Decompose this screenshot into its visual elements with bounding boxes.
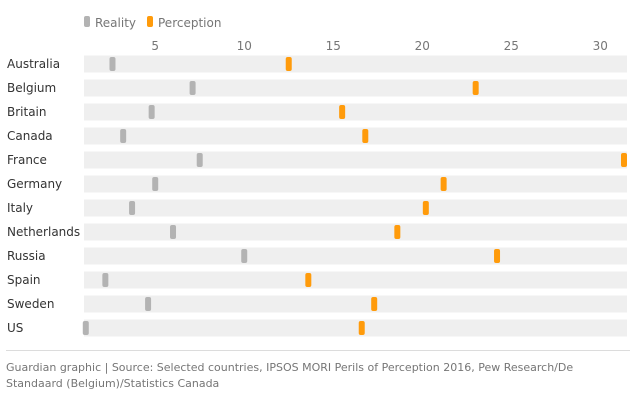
row-background: [84, 103, 627, 121]
dot-plot-chart: Reality Perception 5 10 15 20 25 30 Australia…: [7, 16, 627, 337]
chart-row: US: [7, 319, 627, 337]
country-label: Canada: [7, 129, 53, 143]
reality-marker: [109, 57, 116, 71]
x-tick-label: 5: [151, 39, 159, 53]
reality-marker: [102, 273, 109, 287]
legend-label-reality: Reality: [95, 16, 136, 30]
chart-row: Netherlands: [7, 223, 627, 241]
row-background: [84, 223, 627, 241]
perception-marker: [371, 297, 378, 311]
perception-marker: [472, 81, 479, 95]
legend-label-perception: Perception: [158, 16, 221, 30]
perception-marker: [494, 249, 501, 263]
perception-marker: [621, 153, 627, 167]
chart-row: Russia: [7, 247, 627, 265]
country-label: Germany: [7, 177, 62, 191]
row-background: [84, 175, 627, 193]
row-background: [84, 319, 627, 337]
perception-marker: [362, 129, 369, 143]
perception-marker: [339, 105, 346, 119]
x-tick-label: 20: [415, 39, 430, 53]
row-background: [84, 127, 627, 145]
country-label: Belgium: [7, 81, 56, 95]
x-tick-label: 15: [326, 39, 341, 53]
reality-marker: [152, 177, 159, 191]
chart-row: Britain: [7, 103, 627, 121]
perception-marker: [285, 57, 292, 71]
reality-marker: [241, 249, 248, 263]
reality-marker: [82, 321, 89, 335]
row-background: [84, 151, 627, 169]
reality-marker: [148, 105, 155, 119]
legend-swatch-perception: [147, 16, 153, 27]
row-background: [84, 55, 627, 73]
country-label: France: [7, 153, 47, 167]
country-label: Netherlands: [7, 225, 80, 239]
country-label: Sweden: [7, 297, 54, 311]
chart-row: Belgium: [7, 79, 627, 97]
x-tick-label: 25: [504, 39, 519, 53]
chart-row: Spain: [7, 271, 627, 289]
country-label: Italy: [7, 201, 33, 215]
chart-row: Canada: [7, 127, 627, 145]
chart-row: Germany: [7, 175, 627, 193]
reality-marker: [120, 129, 127, 143]
footer-divider: [6, 350, 630, 351]
perception-marker: [422, 201, 429, 215]
country-label: Russia: [7, 249, 46, 263]
x-tick-label: 30: [593, 39, 608, 53]
perception-marker: [440, 177, 447, 191]
reality-marker: [196, 153, 203, 167]
reality-marker: [189, 81, 196, 95]
country-label: US: [7, 321, 23, 335]
chart-row: France: [7, 151, 627, 169]
legend-swatch-reality: [84, 16, 90, 27]
row-background: [84, 271, 627, 289]
legend: Reality Perception: [84, 16, 221, 30]
perception-marker: [394, 225, 401, 239]
row-background: [84, 79, 627, 97]
row-background: [84, 295, 627, 313]
country-label: Australia: [7, 57, 60, 71]
reality-marker: [145, 297, 152, 311]
chart-row: Sweden: [7, 295, 627, 313]
chart-rows: Australia Belgium Britain Canada France Germa…: [7, 55, 627, 337]
country-label: Britain: [7, 105, 47, 119]
chart-row: Italy: [7, 199, 627, 217]
reality-marker: [129, 201, 136, 215]
row-background: [84, 247, 627, 265]
perception-marker: [305, 273, 312, 287]
perception-marker: [358, 321, 365, 335]
reality-marker: [170, 225, 177, 239]
chart-row: Australia: [7, 55, 627, 73]
x-tick-label: 10: [237, 39, 252, 53]
source-note: Guardian graphic | Source: Selected coun…: [6, 361, 574, 390]
x-axis-ticks: 5 10 15 20 25 30: [151, 39, 608, 53]
row-background: [84, 199, 627, 217]
country-label: Spain: [7, 273, 41, 287]
